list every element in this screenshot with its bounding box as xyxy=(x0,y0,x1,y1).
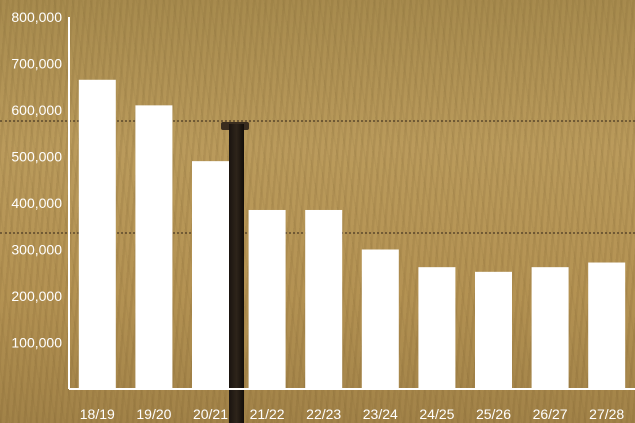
x-tick-label: 20/21 xyxy=(193,406,228,422)
bar-20-21 xyxy=(192,161,229,389)
y-tick-label: 400,000 xyxy=(11,195,62,211)
y-tick-label: 700,000 xyxy=(11,56,62,72)
bar-18-19 xyxy=(78,79,116,390)
x-tick-label: 23/24 xyxy=(363,406,398,422)
bar-22-23 xyxy=(305,209,343,389)
bar-25-26 xyxy=(475,271,512,389)
y-tick-label: 100,000 xyxy=(11,335,62,351)
y-tick-label: 800,000 xyxy=(11,9,62,25)
y-tick-label: 500,000 xyxy=(11,149,62,165)
bar-24-25 xyxy=(418,267,456,389)
bar-19-20 xyxy=(135,105,173,389)
y-tick-label: 200,000 xyxy=(11,288,62,304)
x-tick-label: 22/23 xyxy=(306,406,341,422)
bar-21-22 xyxy=(248,209,286,389)
x-tick-label: 27/28 xyxy=(589,406,624,422)
x-tick-label: 19/20 xyxy=(136,406,171,422)
bar-26-27 xyxy=(531,267,569,389)
x-tick-label: 25/26 xyxy=(476,406,511,422)
x-tick-label: 18/19 xyxy=(80,406,115,422)
x-tick-label: 21/22 xyxy=(250,406,285,422)
x-tick-label: 26/27 xyxy=(533,406,568,422)
y-tick-label: 600,000 xyxy=(11,102,62,118)
bar-27-28 xyxy=(588,262,626,389)
x-tick-label: 24/25 xyxy=(419,406,454,422)
bar-23-24 xyxy=(361,249,399,389)
y-tick-label: 300,000 xyxy=(11,242,62,258)
fence-post xyxy=(229,124,244,423)
fence-wire xyxy=(0,120,635,122)
